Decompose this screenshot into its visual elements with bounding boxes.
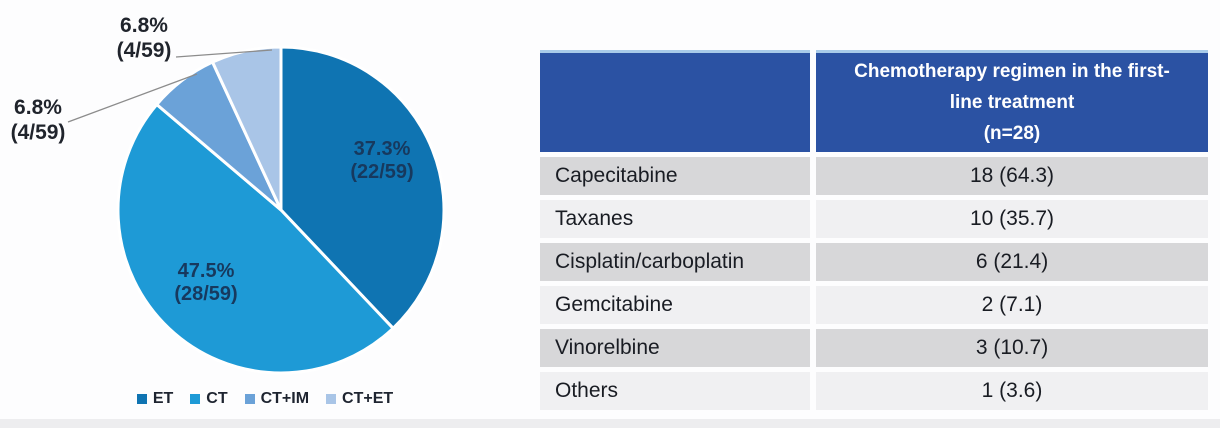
legend-label-et: ET (152, 390, 174, 407)
pie-slice-et (279, 45, 446, 330)
chemotherapy-table: Chemotherapy regimen in the first- line … (540, 50, 1208, 410)
table-row-label: Capecitabine (540, 157, 810, 195)
pie-label-ct-im: 6.8% (4/59) (11, 95, 66, 145)
pie-label-ct-frac: (28/59) (174, 283, 238, 305)
legend-label-ct-im: CT+IM (260, 390, 310, 407)
legend-swatch-ct-im-icon (244, 394, 255, 404)
bottom-strip (0, 419, 1220, 428)
pie-slice-ct (116, 102, 395, 375)
legend-swatch-et-icon (136, 394, 147, 404)
pie-label-et-frac: (22/59) (350, 161, 414, 183)
pie-label-ct-et: 6.8% (4/59) (117, 13, 172, 63)
legend-label-ct: CT (206, 390, 228, 407)
table-header-title: Chemotherapy regimen in the first- line … (816, 50, 1208, 152)
table-row-label: Taxanes (540, 200, 810, 238)
legend-label-ct-et: CT+ET (342, 390, 394, 407)
pie-slice-ct-et (211, 45, 283, 212)
legend-item-et: ET (136, 390, 174, 408)
table-row-label: Cisplatin/carboplatin (540, 243, 810, 281)
leader-line-ct-et (175, 49, 273, 58)
pie-chart-panel: 37.3% (22/59) 47.5% (28/59) 6.8% (4/59) … (0, 0, 530, 428)
pie-legend: ET CT CT+IM CT+ET (0, 390, 530, 408)
pie-label-et-pct: 37.3% (353, 138, 411, 160)
table-row-value: 3 (10.7) (816, 329, 1208, 367)
table-row-value: 10 (35.7) (816, 200, 1208, 238)
table-row-value: 2 (7.1) (816, 286, 1208, 324)
table-header-empty-cell (540, 50, 810, 152)
legend-item-ct-et: CT+ET (326, 390, 393, 408)
legend-item-ct: CT (190, 390, 228, 408)
table-row-label: Vinorelbine (540, 329, 810, 367)
table-row-value: 6 (21.4) (816, 243, 1208, 281)
leader-line-ct-im (67, 73, 198, 123)
pie-label-ct-et-frac: (4/59) (116, 39, 172, 62)
legend-swatch-ct-et-icon (326, 394, 337, 404)
pie-svg (67, 45, 446, 375)
pie-label-ct: 47.5% (28/59) (174, 260, 237, 306)
pie-label-ct-pct: 47.5% (177, 260, 235, 282)
pie-label-ct-et-pct: 6.8% (120, 14, 168, 37)
table-row-value: 1 (3.6) (816, 372, 1208, 410)
pie-label-et: 37.3% (22/59) (350, 138, 413, 184)
table-row-label: Gemcitabine (540, 286, 810, 324)
table-row-value: 18 (64.3) (816, 157, 1208, 195)
pie-label-ct-im-pct: 6.8% (14, 96, 62, 119)
pie-label-ct-im-frac: (4/59) (10, 121, 66, 144)
table-row-label: Others (540, 372, 810, 410)
legend-item-ct-im: CT+IM (244, 390, 310, 408)
legend-swatch-ct-icon (190, 394, 201, 404)
pie-slices (116, 45, 446, 375)
